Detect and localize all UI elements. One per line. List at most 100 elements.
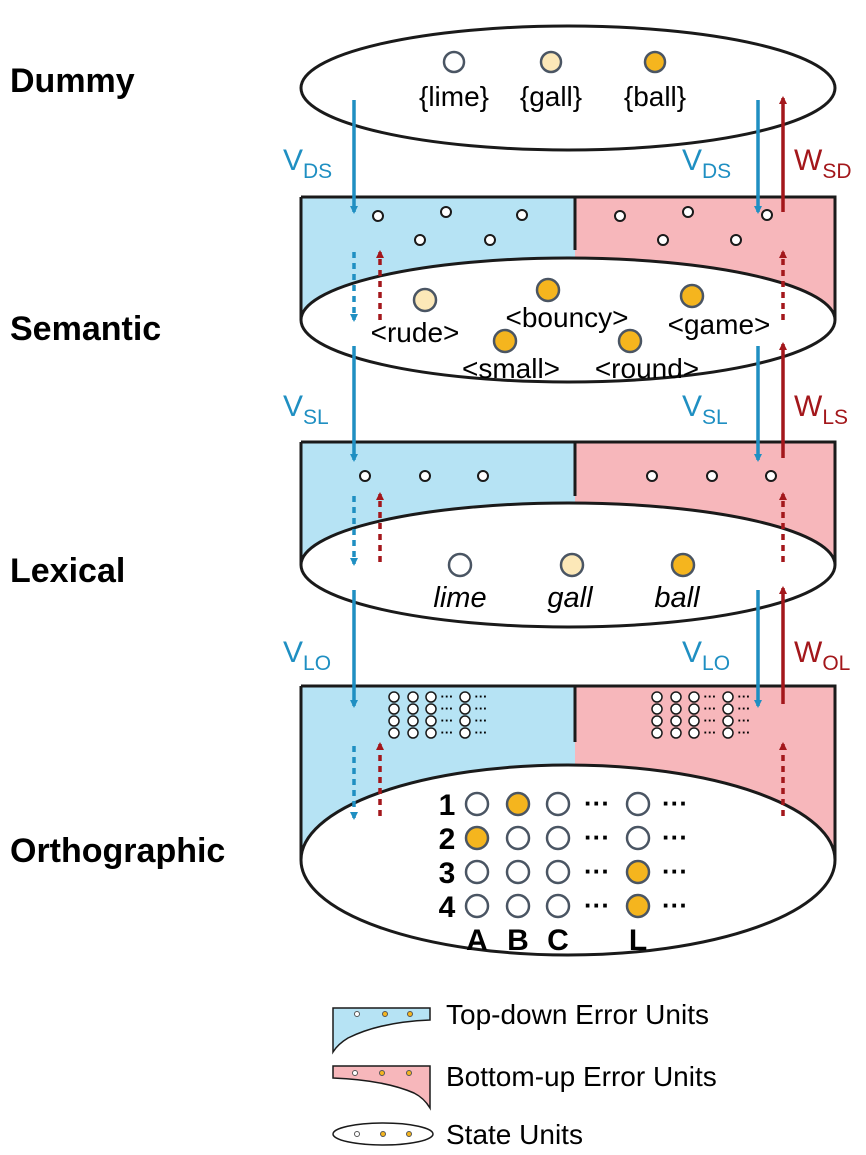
letter-unit-3-C xyxy=(545,859,571,885)
error-unit xyxy=(440,206,452,218)
letter-unit-1-L xyxy=(625,791,651,817)
error-unit xyxy=(459,691,471,703)
semantic-unit-label: <small> xyxy=(462,353,560,384)
letter-unit-1-C xyxy=(545,791,571,817)
weight-label-v-ds-left: VDS xyxy=(283,144,332,183)
letter-unit-2-B xyxy=(505,825,531,851)
ellipsis: ··· xyxy=(584,822,610,852)
dummy-unit-lime xyxy=(442,50,466,74)
semantic-unit-game xyxy=(679,283,705,309)
weight-label-w-ls: WLS xyxy=(794,390,848,429)
ellipsis: ··· xyxy=(704,725,717,740)
ellipsis: ··· xyxy=(704,689,717,704)
error-unit xyxy=(765,470,777,482)
level-label-dummy: Dummy xyxy=(10,62,135,100)
error-unit xyxy=(484,234,496,246)
letter-unit-1-A xyxy=(464,791,490,817)
dummy-state-layer xyxy=(299,24,837,152)
ellipsis: ··· xyxy=(738,689,751,704)
semantic-error-band-outline xyxy=(299,195,837,320)
lexical-unit-label: gall xyxy=(547,582,594,614)
orthographic-row-labels: 1 2 3 4 xyxy=(439,789,456,924)
error-unit xyxy=(761,209,773,221)
error-unit xyxy=(722,715,734,727)
dummy-unit-ball xyxy=(643,50,667,74)
ellipsis: ··· xyxy=(584,856,610,886)
legend-state-label: State Units xyxy=(446,1119,583,1150)
error-unit xyxy=(477,470,489,482)
error-unit xyxy=(651,691,663,703)
letter-unit-4-A xyxy=(464,893,490,919)
letter-unit-1-B xyxy=(505,791,531,817)
dummy-unit-label: {gall} xyxy=(520,81,582,112)
semantic-unit-bouncy xyxy=(535,277,561,303)
ellipsis: ··· xyxy=(475,713,488,728)
orthographic-ellipsis: ··· ··· ··· ··· ··· ··· ··· ··· xyxy=(584,788,688,920)
ellipsis: ··· xyxy=(738,725,751,740)
ellipsis: ··· xyxy=(441,725,454,740)
dummy-unit-label: {ball} xyxy=(624,81,686,112)
weight-label-v-ds-right: VDS xyxy=(682,144,731,183)
ellipsis: ··· xyxy=(441,689,454,704)
semantic-unit-label: <round> xyxy=(595,353,699,384)
error-unit xyxy=(670,691,682,703)
error-unit xyxy=(425,715,437,727)
error-unit xyxy=(359,470,371,482)
weight-label-v-lo-right: VLO xyxy=(682,636,730,675)
error-unit xyxy=(722,727,734,739)
ellipsis: ··· xyxy=(738,701,751,716)
lexical-error-band-outline xyxy=(299,440,837,565)
row-label: 2 xyxy=(439,823,456,856)
ellipsis: ··· xyxy=(475,701,488,716)
level-label-lexical: Lexical xyxy=(10,552,125,590)
error-unit xyxy=(688,703,700,715)
row-label: 3 xyxy=(439,857,456,890)
weight-label-v-sl-left: VSL xyxy=(283,390,329,429)
legend-bottom-up-label: Bottom-up Error Units xyxy=(446,1061,717,1092)
letter-unit-3-L xyxy=(625,859,651,885)
row-label: 1 xyxy=(439,789,456,822)
orthographic-topdown-error-grid xyxy=(388,691,471,739)
lexical-unit-label: ball xyxy=(654,582,701,614)
letter-unit-2-A xyxy=(464,825,490,851)
semantic-unit-rude xyxy=(412,287,438,313)
semantic-unit-round xyxy=(617,328,643,354)
error-unit xyxy=(459,703,471,715)
error-unit xyxy=(407,727,419,739)
error-unit xyxy=(425,703,437,715)
error-unit xyxy=(722,691,734,703)
semantic-units: <rude> <bouncy> <game> <small> <round> xyxy=(371,277,771,384)
orthographic-bottomup-error-grid xyxy=(651,691,734,739)
dummy-unit-label: {lime} xyxy=(419,81,489,112)
error-unit xyxy=(388,703,400,715)
error-unit xyxy=(388,691,400,703)
ellipsis: ··· xyxy=(475,725,488,740)
ellipsis: ··· xyxy=(662,788,688,818)
semantic-unit-label: <bouncy> xyxy=(506,302,629,333)
semantic-unit-label: <game> xyxy=(668,309,771,340)
weight-label-v-lo-left: VLO xyxy=(283,636,331,675)
letter-unit-3-B xyxy=(505,859,531,885)
level-label-orthographic: Orthographic xyxy=(10,832,225,870)
row-label: 4 xyxy=(439,891,456,924)
error-unit xyxy=(372,210,384,222)
error-unit xyxy=(614,210,626,222)
legend-top-down-swatch xyxy=(332,1007,431,1055)
legend-top-down-label: Top-down Error Units xyxy=(446,999,709,1030)
ellipsis: ··· xyxy=(475,689,488,704)
error-unit xyxy=(425,727,437,739)
orthographic-bottomup-ellipsis: ··· ··· ··· ··· ··· ··· ··· ··· xyxy=(704,689,751,740)
ellipsis: ··· xyxy=(662,856,688,886)
error-unit xyxy=(651,703,663,715)
letter-unit-2-L xyxy=(625,825,651,851)
error-unit xyxy=(670,715,682,727)
semantic-unit-small xyxy=(492,328,518,354)
error-unit xyxy=(657,234,669,246)
error-unit xyxy=(425,691,437,703)
legend-bottom-up-swatch xyxy=(332,1065,431,1111)
error-unit xyxy=(651,727,663,739)
lexical-units: lime gall ball xyxy=(433,552,701,614)
error-unit xyxy=(682,206,694,218)
ellipsis: ··· xyxy=(584,788,610,818)
